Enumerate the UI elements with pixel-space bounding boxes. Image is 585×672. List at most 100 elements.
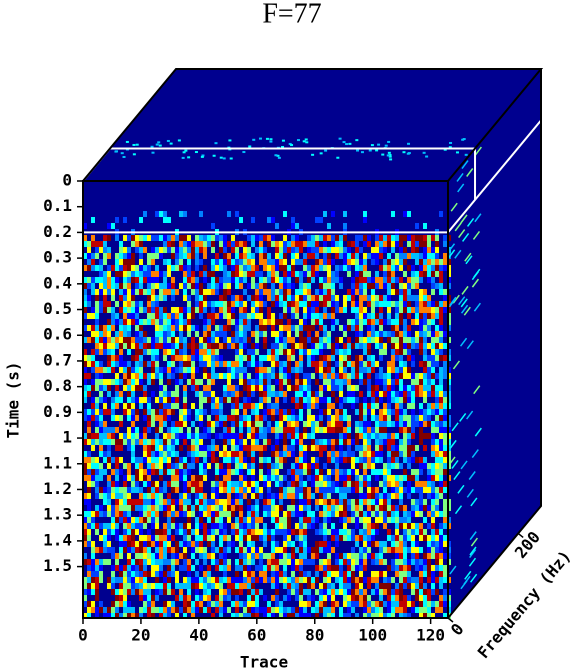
texel	[83, 295, 87, 301]
texel	[415, 415, 419, 421]
texel	[159, 289, 163, 295]
texel	[439, 319, 443, 325]
texel	[283, 277, 287, 283]
texel	[307, 505, 311, 511]
texel	[151, 565, 155, 571]
texel	[323, 367, 327, 373]
texel	[195, 487, 199, 493]
texel	[319, 601, 323, 607]
texel	[107, 253, 111, 259]
texel	[239, 445, 243, 451]
texel	[403, 319, 407, 325]
texel	[143, 331, 147, 337]
texel	[167, 499, 171, 505]
texel	[91, 463, 95, 469]
texel	[435, 547, 439, 553]
texel	[367, 481, 371, 487]
texel	[231, 259, 235, 265]
texel	[407, 331, 411, 337]
texel	[187, 445, 191, 451]
texel	[267, 241, 271, 247]
texel	[139, 595, 143, 601]
texel	[339, 403, 343, 409]
texel	[115, 589, 119, 595]
texel	[419, 499, 423, 505]
texel	[247, 271, 251, 277]
texel	[95, 493, 99, 499]
texel	[143, 337, 147, 343]
texel	[423, 265, 427, 271]
texel	[335, 577, 339, 583]
texel	[371, 613, 375, 619]
texel	[167, 397, 171, 403]
texel	[139, 403, 143, 409]
texel	[255, 361, 259, 367]
texel	[111, 337, 115, 343]
texel	[111, 547, 115, 553]
texel	[171, 445, 175, 451]
texel	[399, 367, 403, 373]
texel	[219, 523, 223, 529]
texel	[311, 319, 315, 325]
texel	[283, 559, 287, 565]
texel	[387, 433, 391, 439]
texel	[368, 149, 372, 152]
texel	[103, 253, 107, 259]
texel	[399, 379, 403, 385]
texel	[287, 511, 291, 517]
texel	[167, 367, 171, 373]
texel	[307, 517, 311, 523]
texel	[171, 277, 175, 283]
texel	[339, 355, 343, 361]
texel	[423, 343, 427, 349]
texel	[379, 367, 383, 373]
texel	[251, 349, 255, 355]
texel	[427, 535, 431, 541]
texel	[359, 421, 363, 427]
texel	[323, 589, 327, 595]
texel	[415, 391, 419, 397]
texel	[187, 463, 191, 469]
texel	[103, 547, 107, 553]
texel	[87, 283, 91, 289]
texel	[231, 541, 235, 547]
texel	[175, 499, 179, 505]
texel	[295, 523, 299, 529]
texel	[324, 149, 328, 152]
texel	[323, 559, 327, 565]
texel	[163, 295, 167, 301]
texel	[183, 391, 187, 397]
texel	[247, 589, 251, 595]
texel	[379, 421, 383, 427]
texel	[219, 613, 223, 619]
texel	[351, 289, 355, 295]
texel	[223, 505, 227, 511]
texel	[207, 337, 211, 343]
texel	[87, 577, 91, 583]
texel	[287, 607, 291, 613]
texel	[103, 541, 107, 547]
texel	[323, 607, 327, 613]
texel	[143, 439, 147, 445]
texel	[219, 553, 223, 559]
texel	[187, 427, 191, 433]
texel	[163, 481, 167, 487]
texel	[391, 235, 395, 241]
texel	[283, 445, 287, 451]
texel	[119, 457, 123, 463]
texel	[159, 613, 163, 619]
texel	[207, 313, 211, 319]
texel	[443, 505, 447, 511]
texel	[307, 577, 311, 583]
texel	[307, 241, 311, 247]
texel	[251, 475, 255, 481]
texel	[307, 253, 311, 259]
texel	[171, 313, 175, 319]
texel	[263, 355, 267, 361]
texel	[315, 577, 319, 583]
texel	[439, 475, 443, 481]
texel	[395, 481, 399, 487]
texel	[299, 487, 303, 493]
texel	[303, 337, 307, 343]
texel	[275, 601, 279, 607]
